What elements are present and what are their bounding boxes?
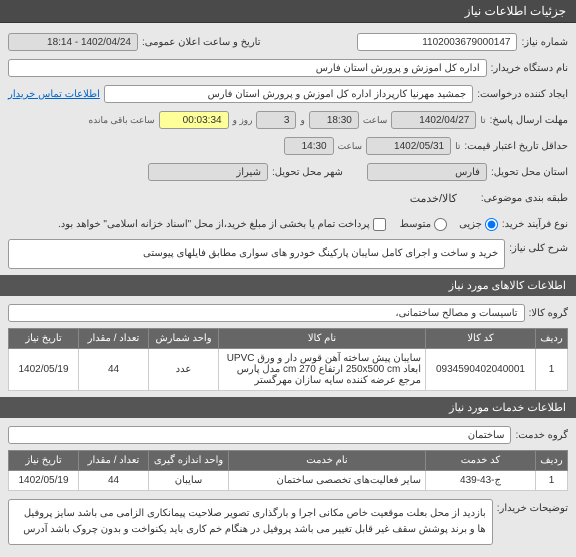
sth-num: ردیف [536, 451, 568, 471]
services-table-row: 1 ج-43-439 سایر فعالیت‌های تخصصی ساختمان… [9, 471, 568, 491]
purchase-type-radios: جزیی متوسط [400, 218, 498, 231]
requester-value: جمشید مهرنیا کارپرداز اداره کل اموزش و پ… [104, 85, 473, 103]
td-code: 0934590402040001 [426, 349, 536, 391]
th-code: کد کالا [426, 329, 536, 349]
province-value: فارس [367, 163, 487, 181]
check-full-input[interactable] [373, 218, 386, 231]
time-label-1: ساعت [363, 115, 388, 126]
announce-label: تاریخ و ساعت اعلان عمومی: [142, 37, 261, 48]
deadline-prefix: تا [480, 115, 485, 126]
province-label: استان محل تحویل: [491, 167, 568, 178]
goods-group-label: گروه کالا: [529, 308, 568, 319]
sth-name: نام خدمت [229, 451, 426, 471]
page-header: جزئیات اطلاعات نیاز [0, 0, 576, 23]
deadline-time: 18:30 [309, 111, 359, 129]
goods-table: ردیف کد کالا نام کالا واحد شمارش تعداد /… [8, 328, 568, 391]
std-date: 1402/05/19 [9, 471, 79, 491]
deadline-label: مهلت ارسال پاسخ: [490, 115, 568, 126]
radio-medium[interactable]: متوسط [400, 218, 447, 231]
radio-partial-input[interactable] [485, 218, 498, 231]
requester-label: ایجاد کننده درخواست: [477, 89, 568, 100]
td-unit: عدد [149, 349, 219, 391]
th-num: ردیف [536, 329, 568, 349]
buyer-name-label: نام دستگاه خریدار: [491, 63, 568, 74]
sth-date: تاریخ نیاز [9, 451, 79, 471]
buyer-notes-label: توضیحات خریدار: [497, 499, 568, 514]
desc-label: شرح کلی نیاز: [509, 239, 568, 254]
std-num: 1 [536, 471, 568, 491]
std-code: ج-43-439 [426, 471, 536, 491]
std-name: سایر فعالیت‌های تخصصی ساختمان [229, 471, 426, 491]
buyer-name-value: اداره کل اموزش و پرورش استان فارس [8, 59, 487, 77]
sth-unit: واحد اندازه گیری [149, 451, 229, 471]
valid-date: 1402/05/31 [366, 137, 451, 155]
deadline-date: 1402/04/27 [391, 111, 476, 129]
days-remain: 3 [256, 111, 296, 129]
valid-prefix: تا [455, 141, 460, 152]
page-title: جزئیات اطلاعات نیاز [465, 4, 566, 18]
sth-qty: تعداد / مقدار [79, 451, 149, 471]
services-group-label: گروه خدمت: [515, 430, 568, 441]
services-table: ردیف کد خدمت نام خدمت واحد اندازه گیری ت… [8, 450, 568, 491]
td-qty: 44 [79, 349, 149, 391]
th-unit: واحد شمارش [149, 329, 219, 349]
time-remain: 00:03:34 [159, 111, 229, 129]
th-date: تاریخ نیاز [9, 329, 79, 349]
td-name: سایبان پیش ساخته آهن قوس دار و ورق UPVC … [219, 349, 426, 391]
purchase-type-label: نوع فرآیند خرید: [502, 219, 568, 230]
and-label: و [300, 115, 304, 126]
need-number-value: 1102003679000147 [357, 33, 517, 51]
need-number-label: شماره نیاز: [521, 37, 568, 48]
radio-medium-input[interactable] [434, 218, 447, 231]
remain-label: ساعت باقی مانده [89, 115, 155, 126]
days-label: روز و [233, 115, 253, 126]
announce-value: 1402/04/24 - 18:14 [8, 33, 138, 51]
valid-time: 14:30 [284, 137, 334, 155]
services-group-value: ساختمان [8, 426, 511, 444]
td-num: 1 [536, 349, 568, 391]
services-table-header-row: ردیف کد خدمت نام خدمت واحد اندازه گیری ت… [9, 451, 568, 471]
std-qty: 44 [79, 471, 149, 491]
goods-table-row: 1 0934590402040001 سایبان پیش ساخته آهن … [9, 349, 568, 391]
th-name: نام کالا [219, 329, 426, 349]
services-section-header: اطلاعات خدمات مورد نیاز [0, 397, 576, 418]
main-content: شماره نیاز: 1102003679000147 تاریخ و ساع… [0, 23, 576, 557]
goods-group-value: تاسیسات و مصالح ساختمانی، [8, 304, 525, 322]
goods-section-header: اطلاعات کالاهای مورد نیاز [0, 275, 576, 296]
sth-code: کد خدمت [426, 451, 536, 471]
std-unit: سایبان [149, 471, 229, 491]
city-label: شهر محل تحویل: [272, 167, 343, 178]
budget-label: طبقه بندی موضوعی: [481, 193, 568, 204]
city-value: شیراز [148, 163, 268, 181]
time-label-2: ساعت [338, 141, 363, 152]
desc-value: خرید و ساخت و اجرای کامل سایبان پارکینگ … [8, 239, 505, 269]
radio-partial[interactable]: جزیی [459, 218, 498, 231]
valid-label: حداقل تاریخ اعتبار قیمت: [464, 141, 568, 152]
th-qty: تعداد / مقدار [79, 329, 149, 349]
contact-link[interactable]: اطلاعات تماس خریدار [8, 89, 100, 100]
goods-table-header-row: ردیف کد کالا نام کالا واحد شمارش تعداد /… [9, 329, 568, 349]
goods-service-label: کالا/خدمت [410, 192, 457, 205]
check-full-payment[interactable]: پرداخت تمام یا بخشی از مبلغ خرید،از محل … [58, 218, 386, 231]
buyer-notes-text: بازدید از محل بعلت موقعیت خاص مکانی اجرا… [8, 499, 493, 545]
td-date: 1402/05/19 [9, 349, 79, 391]
